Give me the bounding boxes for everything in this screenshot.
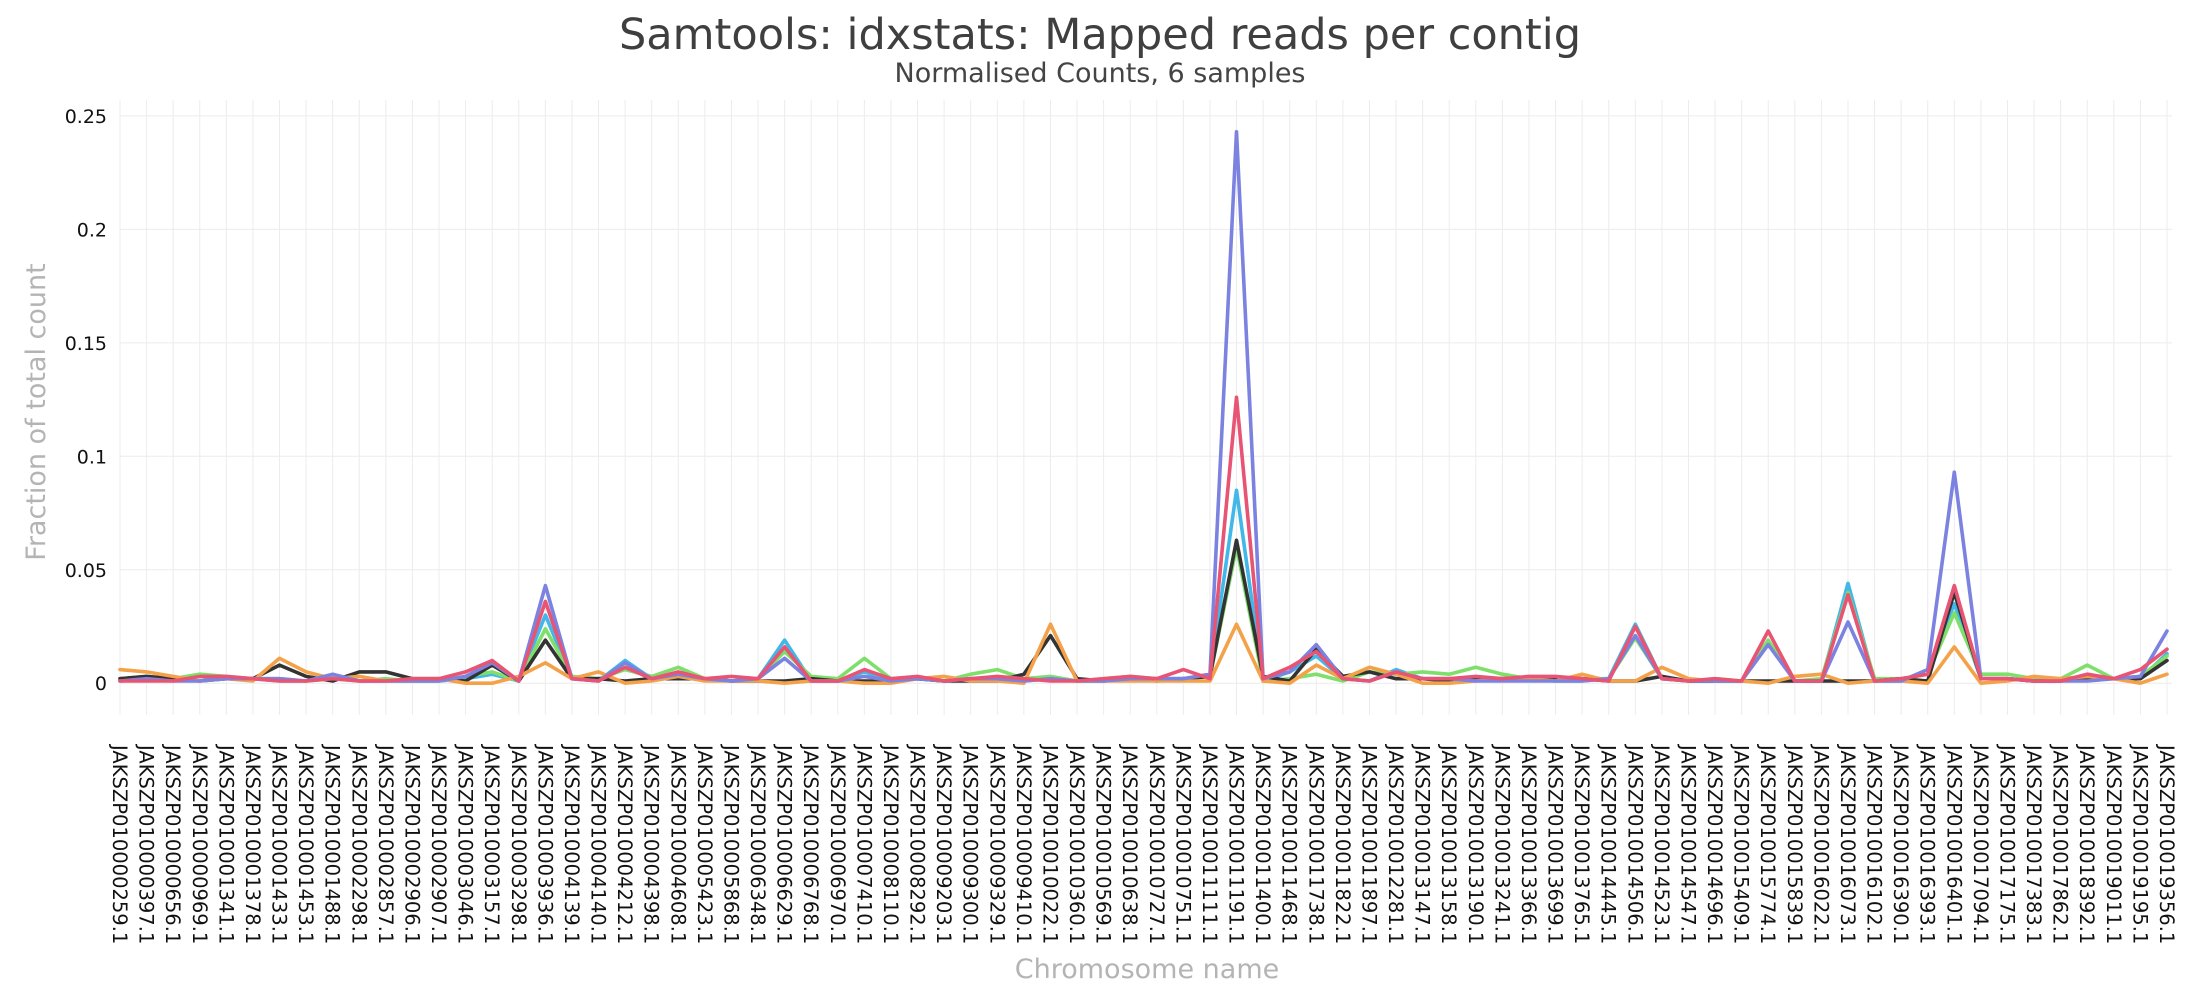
x-tick-label: JAKSZP010000969.1 [188, 743, 211, 944]
x-tick-label: JAKSZP010019011.1 [2102, 743, 2125, 944]
x-tick-label: JAKSZP010003298.1 [507, 743, 530, 944]
x-tick-label: JAKSZP010014696.1 [1703, 743, 1726, 944]
x-tick-label: JAKSZP010007410.1 [852, 743, 875, 944]
x-tick-label: JAKSZP010000259.1 [108, 743, 131, 944]
x-tick-label: JAKSZP010011897.1 [1357, 743, 1380, 944]
y-tick-label: 0.2 [77, 219, 107, 241]
x-tick-label: JAKSZP010017094.1 [1969, 743, 1992, 944]
x-tick-label: JAKSZP010013241.1 [1490, 743, 1513, 944]
y-tick-label: 0.15 [65, 333, 107, 355]
x-tick-label: JAKSZP010012281.1 [1384, 743, 1407, 944]
x-tick-label: JAKSZP010011111.1 [1198, 743, 1221, 944]
x-tick-label: JAKSZP010014445.1 [1597, 743, 1620, 944]
x-tick-label: JAKSZP010003936.1 [533, 743, 556, 944]
series-line-2 [118, 545, 2169, 683]
x-tick-label: JAKSZP010013147.1 [1411, 743, 1434, 944]
x-tick-label: JAKSZP010002906.1 [400, 743, 423, 944]
gridlines [119, 100, 2172, 715]
x-tick-label: JAKSZP010011468.1 [1278, 743, 1301, 944]
x-tick-label: JAKSZP010011822.1 [1331, 743, 1354, 944]
x-tick-label: JAKSZP010013366.1 [1517, 743, 1540, 944]
x-tick-label: JAKSZP010014523.1 [1650, 743, 1673, 944]
x-tick-label: JAKSZP010001488.1 [321, 743, 344, 944]
x-tick-label: JAKSZP010013699.1 [1544, 743, 1567, 944]
x-tick-label: JAKSZP010014547.1 [1676, 743, 1699, 944]
y-tick-label: 0.25 [65, 106, 107, 128]
x-tick-label: JAKSZP010016401.1 [1942, 743, 1965, 944]
x-tick-label: JAKSZP010010360.1 [1065, 743, 1088, 944]
x-tick-label: JAKSZP010017383.1 [2022, 743, 2045, 944]
x-tick-label: JAKSZP010019195.1 [2128, 743, 2151, 944]
x-axis-label: Chromosome name [1015, 954, 1279, 985]
x-tick-label: JAKSZP010016393.1 [1916, 743, 1939, 944]
x-tick-label: JAKSZP010000397.1 [135, 743, 158, 944]
x-tick-label: JAKSZP010019356.1 [2155, 743, 2178, 944]
x-tick-label: JAKSZP010013190.1 [1464, 743, 1487, 944]
x-tick-label: JAKSZP010014506.1 [1623, 743, 1646, 944]
x-tick-label: JAKSZP010010638.1 [1118, 743, 1141, 944]
x-tick-label: JAKSZP010013158.1 [1437, 743, 1460, 944]
y-axis-label: Fraction of total count [21, 263, 52, 560]
x-tick-label: JAKSZP010008292.1 [906, 743, 929, 944]
x-tick-label: JAKSZP010005423.1 [693, 743, 716, 944]
x-tick-label: JAKSZP010004140.1 [587, 743, 610, 944]
x-tick-label: JAKSZP010009300.1 [959, 743, 982, 944]
x-axis-ticks: JAKSZP010000259.1 JAKSZP010000397.1 JAKSZP… [108, 743, 2178, 944]
x-tick-label: JAKSZP010015409.1 [1730, 743, 1753, 944]
x-tick-label: JAKSZP010017175.1 [1995, 743, 2018, 944]
x-tick-label: JAKSZP010008110.1 [879, 743, 902, 944]
x-tick-label: JAKSZP010011738.1 [1304, 743, 1327, 944]
x-tick-label: JAKSZP010004608.1 [666, 743, 689, 944]
x-tick-label: JAKSZP010006768.1 [799, 743, 822, 944]
x-tick-label: JAKSZP010009410.1 [1012, 743, 1035, 944]
x-tick-label: JAKSZP010002857.1 [374, 743, 397, 944]
x-tick-label: JAKSZP010006970.1 [826, 743, 849, 944]
x-tick-label: JAKSZP010013765.1 [1570, 743, 1593, 944]
y-tick-label: 0.05 [65, 560, 107, 582]
x-tick-label: JAKSZP010006629.1 [773, 743, 796, 944]
x-tick-label: JAKSZP010010751.1 [1171, 743, 1194, 944]
x-tick-label: JAKSZP010011191.1 [1225, 743, 1248, 944]
x-tick-label: JAKSZP010000656.1 [161, 743, 184, 944]
x-tick-label: JAKSZP010009329.1 [985, 743, 1008, 944]
x-tick-label: JAKSZP010018392.1 [2075, 743, 2098, 944]
x-tick-label: JAKSZP010004398.1 [640, 743, 663, 944]
x-tick-label: JAKSZP010006348.1 [746, 743, 769, 944]
x-tick-label: JAKSZP010002907.1 [427, 743, 450, 944]
x-tick-label: JAKSZP010009203.1 [932, 743, 955, 944]
x-tick-label: JAKSZP010015839.1 [1783, 743, 1806, 944]
x-tick-label: JAKSZP010010569.1 [1092, 743, 1115, 944]
x-tick-label: JAKSZP010001378.1 [241, 743, 264, 944]
y-tick-label: 0.1 [77, 446, 107, 468]
x-tick-label: JAKSZP010004139.1 [560, 743, 583, 944]
x-tick-label: JAKSZP010011400.1 [1251, 743, 1274, 944]
series-lines [118, 130, 2169, 686]
chart-subtitle: Normalised Counts, 6 samples [894, 58, 1306, 89]
x-tick-label: JAKSZP010016390.1 [1889, 743, 1912, 944]
chart-title: Samtools: idxstats: Mapped reads per con… [619, 10, 1581, 60]
series-line-6 [118, 395, 2169, 683]
series-line-5 [118, 130, 2169, 683]
x-tick-label: JAKSZP010016073.1 [1836, 743, 1859, 944]
x-tick-label: JAKSZP010003046.1 [454, 743, 477, 944]
x-tick-label: JAKSZP010001433.1 [268, 743, 291, 944]
x-tick-label: JAKSZP010003157.1 [480, 743, 503, 944]
x-tick-label: JAKSZP010002298.1 [347, 743, 370, 944]
x-tick-label: JAKSZP010016102.1 [1863, 743, 1886, 944]
y-tick-label: 0 [95, 673, 107, 695]
x-tick-label: JAKSZP010001453.1 [294, 743, 317, 944]
series-line-3 [118, 538, 2169, 683]
x-tick-label: JAKSZP010015774.1 [1756, 743, 1779, 944]
x-tick-label: JAKSZP010010022.1 [1038, 743, 1061, 944]
x-tick-label: JAKSZP010001341.1 [214, 743, 237, 944]
x-tick-label: JAKSZP010004212.1 [613, 743, 636, 944]
x-tick-label: JAKSZP010016022.1 [1809, 743, 1832, 944]
x-tick-label: JAKSZP010017862.1 [2049, 743, 2072, 944]
x-tick-label: JAKSZP010005868.1 [719, 743, 742, 944]
y-axis-ticks: 0 0.05 0.1 0.15 0.2 0.25 [65, 106, 107, 695]
x-tick-label: JAKSZP010010727.1 [1145, 743, 1168, 944]
series-line-4 [118, 622, 2169, 686]
